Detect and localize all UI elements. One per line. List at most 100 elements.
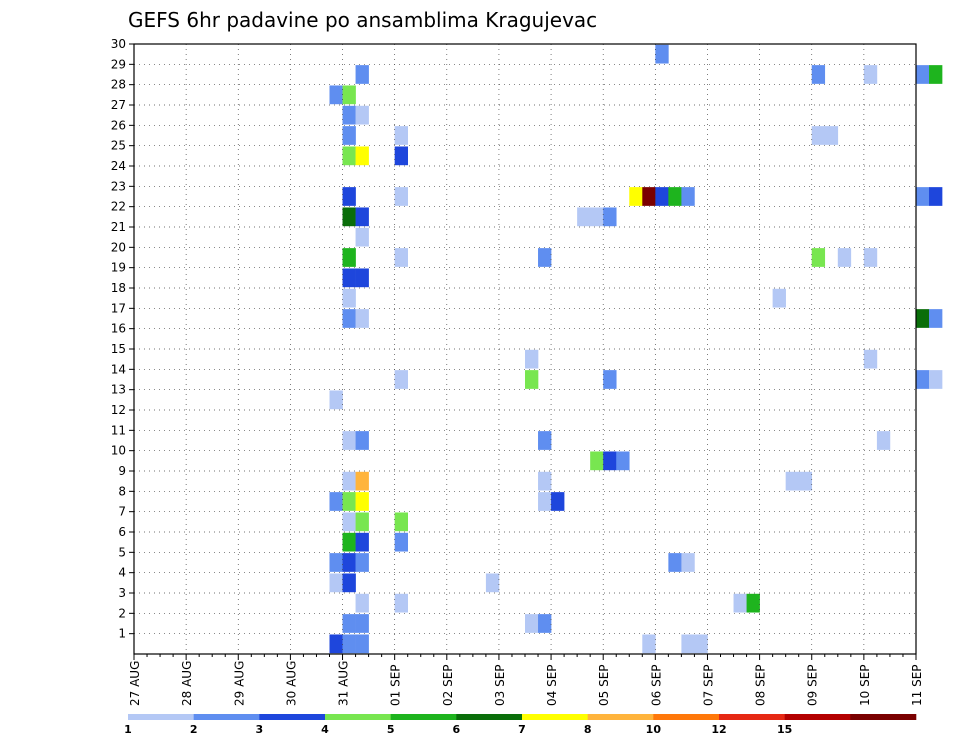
legend-label: 6 — [453, 723, 461, 736]
y-tick-label: 2 — [118, 606, 126, 620]
heatmap-cell — [394, 248, 408, 267]
y-tick-label: 30 — [111, 37, 126, 51]
x-tick-label: 01 SEP — [389, 664, 403, 706]
heatmap-cell — [525, 614, 539, 633]
legend-swatch — [784, 714, 851, 720]
x-tick-label: 06 SEP — [649, 664, 663, 706]
cells-layer — [329, 44, 943, 654]
heatmap-cell — [681, 187, 695, 206]
heatmap-cell — [394, 146, 408, 166]
heatmap-cell — [811, 248, 826, 267]
x-tick-label: 10 SEP — [858, 664, 872, 706]
heatmap-cell — [355, 512, 369, 532]
heatmap-cell — [394, 187, 408, 206]
heatmap-cell — [681, 634, 695, 654]
heatmap-cell — [342, 614, 356, 633]
legend-swatch — [193, 714, 260, 720]
legend-label: 4 — [321, 723, 329, 736]
heatmap-cell — [863, 65, 878, 84]
y-tick-label: 16 — [111, 322, 126, 336]
heatmap-cell — [342, 309, 356, 328]
y-tick-label: 20 — [111, 240, 126, 254]
y-tick-label: 4 — [118, 566, 126, 580]
y-tick-label: 18 — [111, 281, 126, 295]
heatmap-cell — [355, 634, 369, 654]
heatmap-cell — [929, 309, 943, 328]
heatmap-cell — [577, 207, 591, 227]
heatmap-cell — [355, 309, 369, 328]
legend-swatch — [653, 714, 720, 720]
heatmap-cell — [772, 288, 786, 308]
x-tick-label: 02 SEP — [441, 664, 455, 706]
legend-label: 8 — [584, 723, 592, 736]
heatmap-cell — [538, 492, 552, 511]
grid-layer — [134, 44, 916, 654]
heatmap-cell — [668, 187, 682, 206]
color-legend: 1 2 3 4 5 6 7 8 10 12 15 — [124, 714, 917, 736]
heatmap-cell — [355, 268, 369, 288]
heatmap-cell — [355, 227, 369, 247]
heatmap-cell — [342, 146, 356, 166]
y-tick-label: 21 — [111, 220, 126, 234]
heatmap-cell — [916, 187, 930, 206]
heatmap-cell — [329, 85, 343, 105]
heatmap-cell — [342, 573, 356, 593]
heatmap-cell — [329, 390, 343, 410]
heatmap-cell — [551, 492, 565, 511]
heatmap-cell — [355, 65, 369, 84]
heatmap-cell — [603, 370, 617, 389]
legend-label: 1 — [124, 723, 132, 736]
heatmap-cell — [394, 126, 408, 145]
heatmap-cell — [355, 532, 369, 552]
heatmap-cell — [342, 634, 356, 654]
y-tick-label: 23 — [111, 179, 126, 193]
heatmap-cell — [342, 85, 356, 105]
x-tick-label: 08 SEP — [754, 664, 768, 706]
legend-label: 10 — [646, 723, 662, 736]
heatmap-cell — [342, 288, 356, 308]
y-tick-label: 12 — [111, 403, 126, 417]
y-tick-label: 19 — [111, 261, 126, 275]
heatmap-cell — [629, 187, 643, 206]
y-tick-label: 26 — [111, 118, 126, 132]
heatmap-cell — [603, 207, 617, 227]
heatmap-cell — [394, 512, 408, 532]
legend-label: 3 — [256, 723, 264, 736]
heatmap-cell — [785, 471, 799, 491]
heatmap-cell — [394, 370, 408, 389]
heatmap-cell — [733, 593, 747, 613]
heatmap-cell — [342, 431, 356, 450]
y-tick-label: 14 — [111, 362, 126, 376]
heatmap-cell — [329, 634, 343, 654]
heatmap-cell — [916, 309, 930, 328]
heatmap-cell — [355, 492, 369, 511]
x-tick-label: 30 AUG — [284, 661, 298, 706]
heatmap-cell — [342, 248, 356, 267]
y-tick-label: 29 — [111, 57, 126, 71]
heatmap-cell — [746, 593, 760, 613]
x-tick-label: 27 AUG — [128, 661, 142, 706]
heatmap-cell — [342, 126, 356, 145]
heatmap-cell — [590, 207, 604, 227]
heatmap-cell — [355, 207, 369, 227]
heatmap-cell — [342, 207, 356, 227]
x-tick-label: 05 SEP — [597, 664, 611, 706]
heatmap-cell — [824, 126, 839, 145]
legend-label: 7 — [518, 723, 526, 736]
heatmap-cell — [525, 370, 539, 389]
x-tick-label: 28 AUG — [180, 661, 194, 706]
heatmap-cell — [355, 431, 369, 450]
heatmap-cell — [329, 492, 343, 511]
y-tick-label: 13 — [111, 383, 126, 397]
y-tick-label: 22 — [111, 200, 126, 214]
x-tick-label: 07 SEP — [701, 664, 715, 706]
legend-label: 5 — [387, 723, 395, 736]
chart-title: GEFS 6hr padavine po ansamblima Kragujev… — [128, 8, 597, 32]
y-tick-label: 7 — [118, 505, 126, 519]
heatmap-cell — [342, 268, 356, 288]
legend-swatch — [719, 714, 785, 720]
y-tick-label: 8 — [118, 484, 126, 498]
y-tick-label: 24 — [111, 159, 126, 173]
legend-swatch — [587, 714, 654, 720]
